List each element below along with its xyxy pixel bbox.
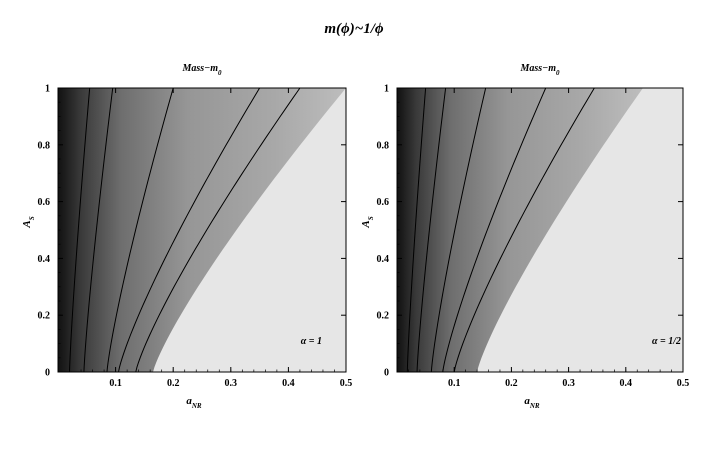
contour-line-5 bbox=[453, 87, 595, 373]
y-tick-label: 0 bbox=[45, 368, 50, 379]
y-tick-label: 0.2 bbox=[377, 311, 390, 322]
y-tick-label: 0.4 bbox=[38, 254, 51, 265]
x-tick-label: 0.5 bbox=[677, 378, 690, 389]
x-axis-label-main: a bbox=[524, 395, 530, 407]
panel-title-main: Mass−m bbox=[181, 63, 218, 74]
x-tick-label: 0.2 bbox=[505, 378, 518, 389]
y-tick-label: 0.6 bbox=[38, 197, 51, 208]
x-tick-label: 0.1 bbox=[448, 378, 461, 389]
y-axis-label-main: A bbox=[360, 220, 372, 228]
panel-alpha-1: 0.1 0.2 0.3 0.4 0.500.20.40.60.81Mass−m0aNRA… bbox=[21, 63, 352, 410]
panel-alpha-half: 0.1 0.2 0.3 0.4 0.500.20.40.60.81Mass−m0aNRA… bbox=[360, 63, 689, 410]
x-tick-label: 0.3 bbox=[225, 378, 238, 389]
x-axis-label-subscript: NR bbox=[529, 402, 540, 410]
figure-suptitle: m(ϕ)~1/ϕ bbox=[324, 21, 384, 37]
x-tick-label: 0.2 bbox=[167, 378, 180, 389]
y-tick-label: 0.2 bbox=[38, 311, 51, 322]
alpha-annotation: α = 1 bbox=[301, 336, 322, 347]
x-axis-label: aNR bbox=[186, 395, 202, 410]
x-axis-label-subscript: NR bbox=[191, 402, 202, 410]
x-tick-label: 0.4 bbox=[282, 378, 295, 389]
density-region bbox=[397, 88, 643, 372]
contour-line-3 bbox=[430, 87, 487, 373]
y-tick-label: 1 bbox=[384, 84, 389, 95]
x-tick-label: 0.5 bbox=[340, 378, 353, 389]
panel-title: Mass−m0 bbox=[519, 63, 560, 77]
y-tick-label: 0.8 bbox=[377, 140, 390, 151]
density-region bbox=[58, 88, 346, 372]
alpha-annotation: α = 1/2 bbox=[652, 336, 681, 347]
contour-line-3 bbox=[106, 87, 174, 373]
panel-title: Mass−m0 bbox=[181, 63, 222, 77]
y-tick-label: 0.6 bbox=[377, 197, 390, 208]
contour-line-4 bbox=[117, 87, 261, 373]
x-tick-label: 0.1 bbox=[109, 378, 122, 389]
contour-line-2 bbox=[416, 87, 447, 373]
x-axis-label: aNR bbox=[524, 395, 540, 410]
y-axis-label: AS bbox=[21, 216, 36, 228]
y-tick-label: 1 bbox=[45, 84, 50, 95]
x-tick-label: 0.4 bbox=[620, 378, 633, 389]
contour-line-1 bbox=[69, 87, 91, 373]
y-tick-label: 0 bbox=[384, 368, 389, 379]
panel-title-subscript: 0 bbox=[218, 69, 222, 77]
x-tick-label: 0.3 bbox=[562, 378, 575, 389]
panel-title-main: Mass−m bbox=[519, 63, 556, 74]
y-axis-label: AS bbox=[360, 216, 375, 228]
y-axis-label-subscript: S bbox=[367, 216, 375, 220]
contour-line-1 bbox=[406, 87, 427, 373]
y-tick-label: 0.8 bbox=[38, 140, 51, 151]
y-tick-label: 0.4 bbox=[377, 254, 390, 265]
contour-line-2 bbox=[83, 87, 114, 373]
panel-title-subscript: 0 bbox=[556, 69, 560, 77]
x-axis-label-main: a bbox=[186, 395, 192, 407]
y-axis-label-main: A bbox=[21, 220, 33, 228]
contour-line-5 bbox=[135, 87, 301, 373]
contour-line-4 bbox=[442, 87, 547, 373]
y-axis-label-subscript: S bbox=[28, 216, 36, 220]
